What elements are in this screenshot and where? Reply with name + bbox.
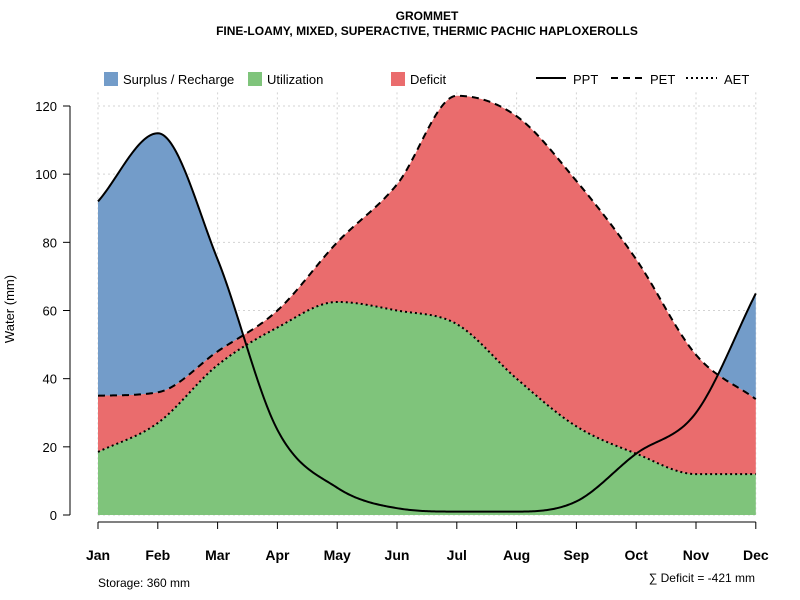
legend-swatch-utilization bbox=[248, 72, 262, 86]
x-tick-label-jul: Jul bbox=[447, 547, 467, 563]
area-layer bbox=[98, 95, 756, 515]
deficit-note: ∑ Deficit = -421 mm bbox=[649, 571, 755, 585]
legend-swatch-deficit bbox=[391, 72, 405, 86]
deficit-area bbox=[98, 95, 756, 475]
legend-swatch-surplus bbox=[104, 72, 118, 86]
storage-note: Storage: 360 mm bbox=[98, 576, 190, 590]
legend-label-deficit: Deficit bbox=[410, 72, 447, 87]
y-tick-label: 20 bbox=[43, 440, 57, 455]
surplus-area bbox=[98, 95, 756, 400]
y-axis-label: Water (mm) bbox=[2, 275, 17, 343]
series-line-pet bbox=[97, 94, 757, 400]
series-line-aet bbox=[97, 300, 756, 476]
y-tick-label: 120 bbox=[35, 99, 57, 114]
x-tick-label-apr: Apr bbox=[265, 547, 290, 563]
axes: 0 20 40 60 80 100 120 Jan Feb Mar Apr May Jun Jul Aug S… bbox=[35, 99, 769, 563]
legend: Surplus / Recharge Utilization Deficit P… bbox=[104, 72, 749, 87]
y-tick-label: 60 bbox=[43, 304, 57, 319]
x-tick-label-nov: Nov bbox=[683, 547, 710, 563]
y-tick-label: 80 bbox=[43, 235, 57, 250]
y-tick-label: 100 bbox=[35, 167, 57, 182]
legend-label-utilization: Utilization bbox=[267, 72, 323, 87]
chart-title: GROMMET bbox=[396, 9, 459, 23]
legend-label-ppt: PPT bbox=[573, 72, 598, 87]
x-tick-label-sep: Sep bbox=[564, 547, 590, 563]
line-layer bbox=[97, 94, 757, 513]
x-tick-label-feb: Feb bbox=[145, 547, 170, 563]
x-tick-label-oct: Oct bbox=[625, 547, 649, 563]
x-tick-label-mar: Mar bbox=[205, 547, 230, 563]
x-tick-label-jan: Jan bbox=[86, 547, 110, 563]
chart-subtitle: FINE-LOAMY, MIXED, SUPERACTIVE, THERMIC … bbox=[216, 24, 638, 38]
x-tick-label-dec: Dec bbox=[743, 547, 769, 563]
x-tick-label-jun: Jun bbox=[385, 547, 410, 563]
utilization-area bbox=[98, 301, 756, 515]
x-tick-label-may: May bbox=[324, 547, 351, 563]
y-tick-label: 40 bbox=[43, 372, 57, 387]
series-line-ppt bbox=[97, 132, 757, 513]
legend-label-pet: PET bbox=[650, 72, 675, 87]
legend-label-aet: AET bbox=[724, 72, 749, 87]
legend-label-surplus: Surplus / Recharge bbox=[123, 72, 234, 87]
x-tick-label-aug: Aug bbox=[503, 547, 530, 563]
y-tick-label: 0 bbox=[50, 508, 57, 523]
